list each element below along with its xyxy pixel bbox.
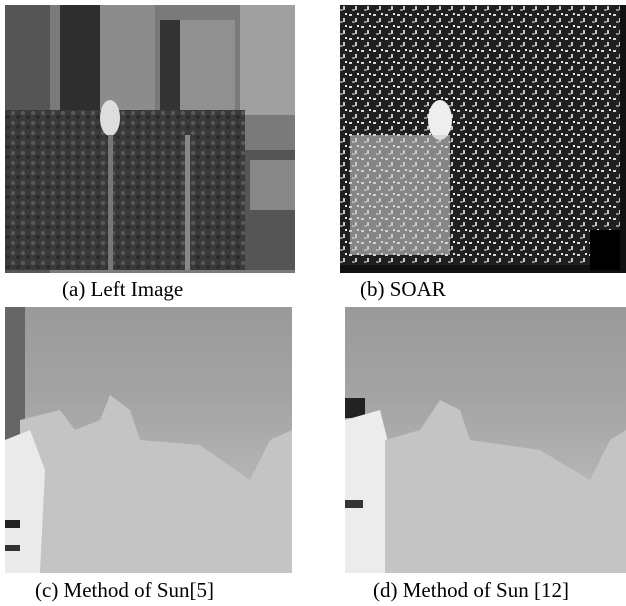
figure: (a) Left Image (b) SOAR (c) Method of Su…: [0, 0, 626, 606]
caption: (b) SOAR: [360, 277, 446, 302]
figure-images: [0, 0, 626, 606]
soar-image: [340, 5, 626, 273]
caption: (c) Method of Sun[5]: [35, 578, 214, 603]
left-image: [5, 5, 295, 273]
sun5-disparity: [5, 307, 292, 573]
caption: (d) Method of Sun [12]: [373, 578, 569, 603]
caption: (a) Left Image: [62, 277, 183, 302]
sun12-disparity: [345, 307, 626, 573]
